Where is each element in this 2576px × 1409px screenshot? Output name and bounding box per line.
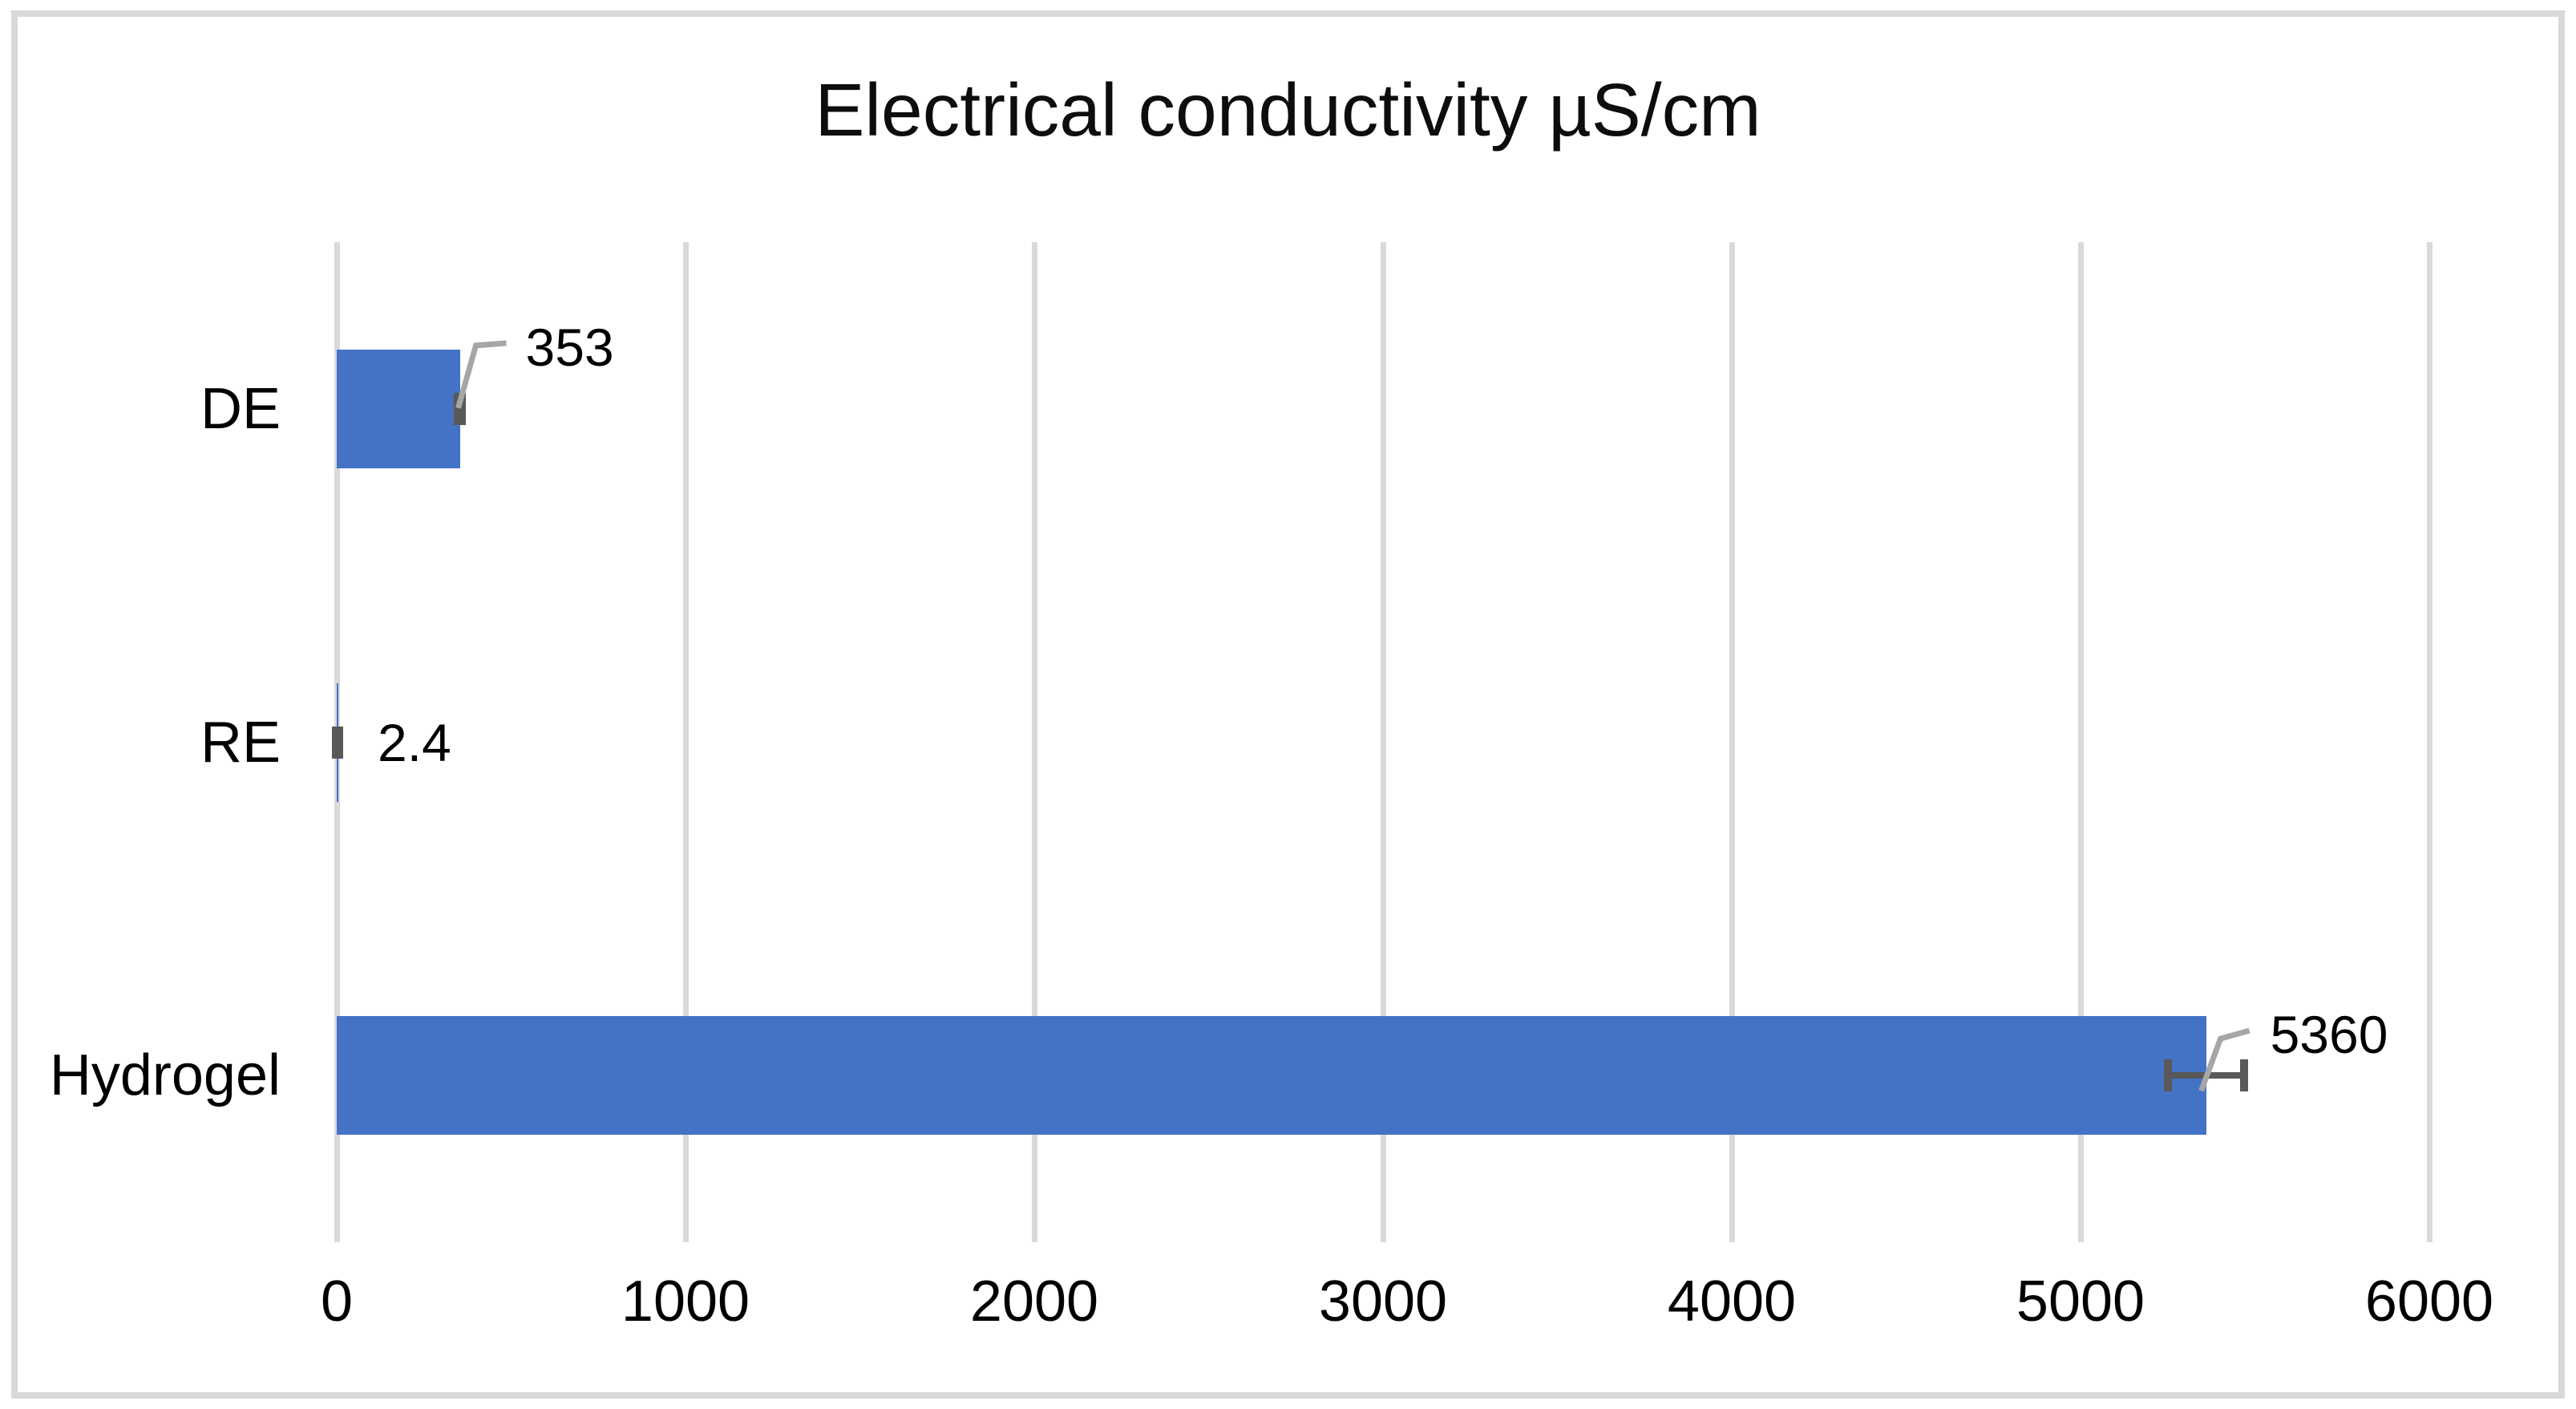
leader-line-hydrogel bbox=[2198, 1027, 2250, 1092]
gridline-x-6000 bbox=[2426, 242, 2432, 1242]
category-label-de: DE bbox=[200, 376, 281, 441]
x-tick-label-3000: 3000 bbox=[1318, 1269, 1448, 1334]
bar-hydrogel bbox=[337, 1016, 2206, 1136]
error-bar-cap-de-right bbox=[457, 392, 466, 425]
x-tick-label-4000: 4000 bbox=[1667, 1269, 1797, 1334]
category-label-hydrogel: Hydrogel bbox=[49, 1043, 281, 1108]
x-tick-label-1000: 1000 bbox=[621, 1269, 750, 1334]
error-bar-cap-hydrogel-left bbox=[2163, 1059, 2172, 1092]
x-tick-label-6000: 6000 bbox=[2364, 1269, 2494, 1334]
gridline-x-1000 bbox=[682, 242, 689, 1242]
data-label-re: 2.4 bbox=[378, 712, 451, 772]
data-label-hydrogel: 5360 bbox=[2270, 1005, 2388, 1065]
error-bar-cap-re-right bbox=[335, 726, 344, 759]
gridline-x-4000 bbox=[1729, 242, 1735, 1242]
leader-line-de bbox=[455, 340, 507, 409]
chart-title: Electrical conductivity µS/cm bbox=[815, 68, 1761, 152]
data-label-de: 353 bbox=[525, 317, 614, 377]
gridline-x-2000 bbox=[1031, 242, 1037, 1242]
error-bar-cap-hydrogel-right bbox=[2240, 1059, 2249, 1092]
x-tick-label-2000: 2000 bbox=[969, 1269, 1099, 1334]
gridline-x-5000 bbox=[2077, 242, 2084, 1242]
bar-de bbox=[337, 349, 460, 468]
gridline-x-3000 bbox=[1380, 242, 1386, 1242]
x-tick-label-0: 0 bbox=[320, 1269, 354, 1334]
x-tick-label-5000: 5000 bbox=[2016, 1269, 2145, 1334]
category-label-re: RE bbox=[200, 710, 281, 775]
